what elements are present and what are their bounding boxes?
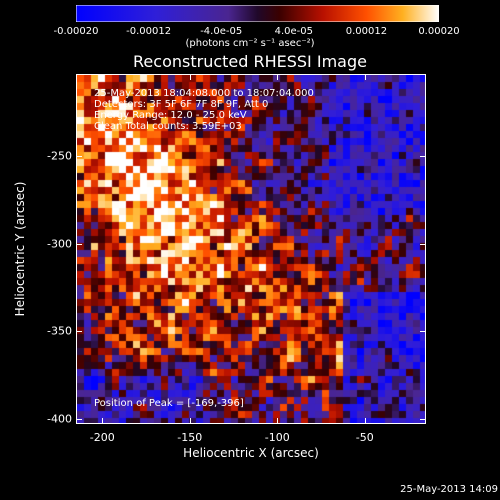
y-axis-label: Heliocentric Y (arcsec) [13,181,27,317]
colorbar-tick-label: 4.0e-05 [274,26,313,37]
y-tick-label: -250 [47,149,72,163]
x-tick-label: -150 [177,431,203,444]
colorbar [76,5,439,22]
y-tick-mark [420,418,426,420]
colorbar-tick-label: -0.00012 [126,26,172,37]
footer-timestamp: 25-May-2013 14:09 [400,484,498,495]
x-tick-mark [189,74,191,80]
colorbar-tick-labels: -0.00020 -0.00012 -4.0e-05 4.0e-05 0.00012 0.… [0,26,500,40]
annotation-energy-range: Energy Range: 12.0 - 25.0 keV [94,110,247,121]
y-tick-mark [420,331,426,333]
colorbar-unit-label: (photons cm⁻² s⁻¹ asec⁻²) [185,38,315,49]
heatmap-image [77,75,425,423]
y-tick-mark [420,156,426,158]
x-tick-label: -100 [264,431,290,444]
y-tick-label: -350 [47,324,72,338]
x-axis-label: Heliocentric X (arcsec) [183,446,319,460]
annotation-detectors: Detectors: 3F 5F 6F 7F 8F 9F, Att 0 [94,99,269,110]
x-tick-label: -50 [355,431,374,444]
y-tick-mark [76,331,82,333]
chart-title: Reconstructed RHESSI Image [133,52,367,71]
x-tick-mark [102,418,104,424]
colorbar-tick-label: 0.00020 [418,26,460,37]
x-tick-mark [102,74,104,80]
y-tick-mark [76,418,82,420]
x-tick-mark [277,418,279,424]
annotation-peak-position: Position of Peak = [-169,-396] [94,398,244,409]
colorbar-tick-label: -0.00020 [53,26,99,37]
y-tick-label: -400 [47,412,72,426]
annotation-clean-counts: Clean Total counts: 3.59E+03 [94,121,242,132]
heatmap-plot-area: 25-May-2013 18:04:08.000 to 18:07:04.000… [76,74,426,424]
x-tick-mark [277,74,279,80]
x-tick-mark [364,74,366,80]
y-tick-label: -300 [47,237,72,251]
x-tick-mark [364,418,366,424]
x-tick-label: -200 [89,431,115,444]
y-tick-mark [76,243,82,245]
y-tick-mark [420,243,426,245]
x-tick-mark [189,418,191,424]
annotation-time-range: 25-May-2013 18:04:08.000 to 18:07:04.000 [94,88,314,99]
colorbar-tick-label: -4.0e-05 [200,26,243,37]
colorbar-tick-label: 0.00012 [345,26,388,37]
y-tick-mark [76,156,82,158]
